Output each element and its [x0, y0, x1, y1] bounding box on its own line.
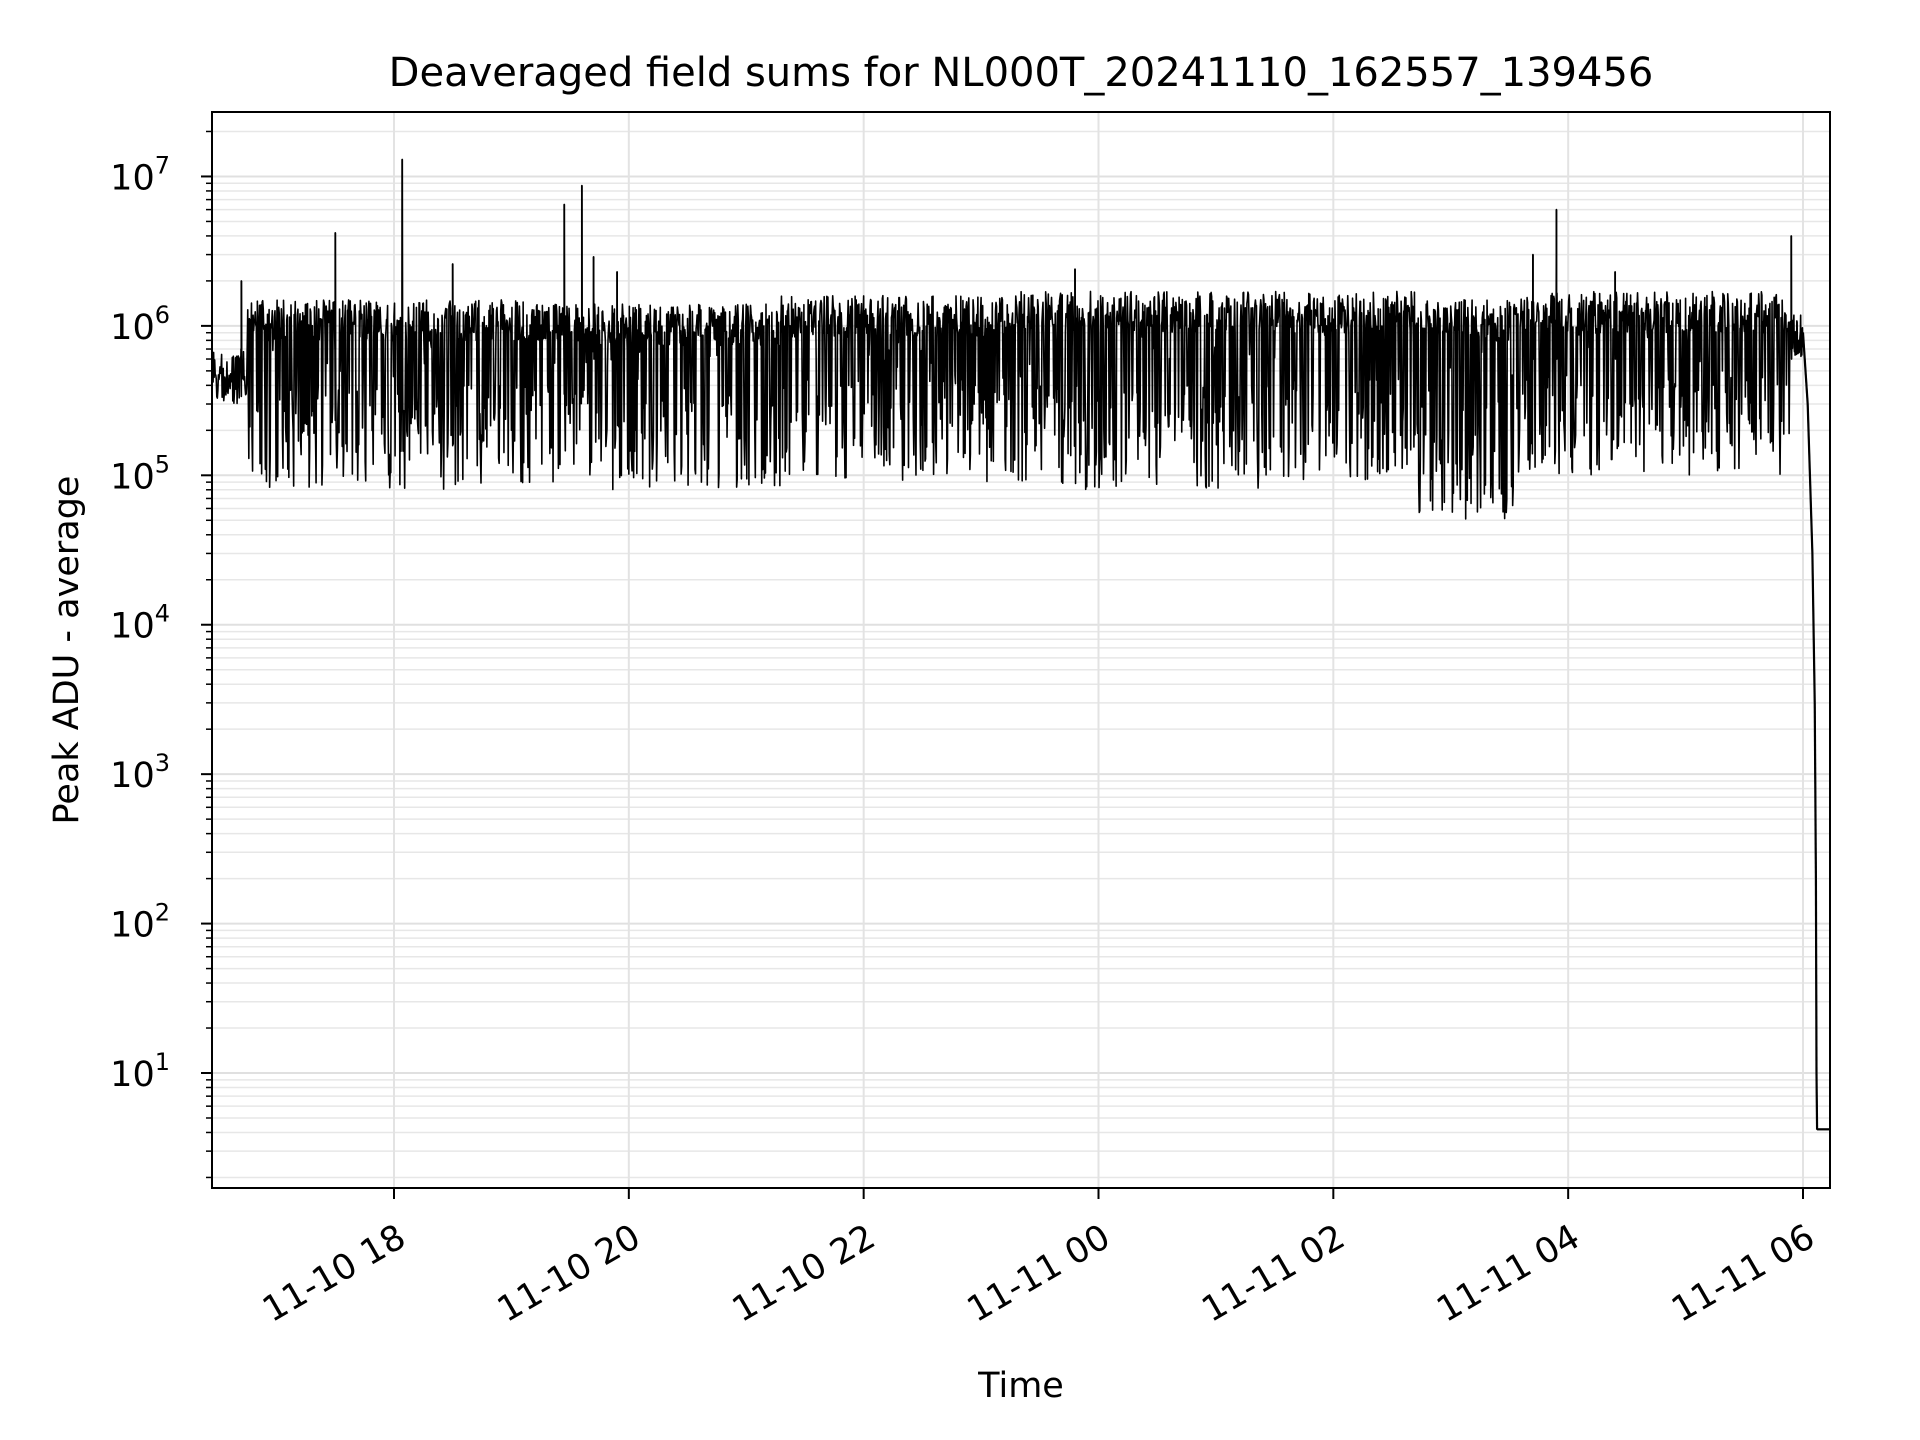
decay-segment	[1815, 1072, 1819, 1130]
y-tick-label: 101	[110, 1048, 170, 1095]
data-layer	[211, 158, 1830, 1131]
y-tick-exponent: 4	[155, 600, 170, 628]
y-tick-exponent: 1	[155, 1048, 170, 1076]
y-tick-exponent: 3	[155, 749, 170, 777]
decay-segment	[1801, 332, 1809, 405]
y-tick-label: 103	[110, 749, 170, 796]
y-axis-label: Peak ADU - average	[47, 476, 87, 825]
x-axis-label: Time	[977, 1366, 1064, 1406]
y-tick-base: 10	[110, 906, 155, 946]
decay-segment	[1813, 702, 1818, 879]
y-tick-exponent: 7	[155, 151, 170, 179]
y-tick-exponent: 5	[155, 450, 170, 478]
data-series-line	[211, 158, 1830, 1131]
y-tick-label: 104	[110, 600, 170, 647]
y-tick-exponent: 6	[155, 301, 170, 329]
plot-frame	[211, 111, 1831, 1189]
y-tick-exponent: 2	[155, 899, 170, 927]
y-tick-base: 10	[110, 1055, 155, 1095]
y-tick-label: 105	[110, 450, 170, 497]
y-tick-base: 10	[110, 158, 155, 198]
decay-segment	[1811, 553, 1816, 703]
decay-segment	[1806, 403, 1814, 554]
y-tick-base: 10	[110, 457, 155, 497]
y-tick-label: 107	[110, 151, 170, 198]
y-tick-base: 10	[110, 607, 155, 647]
decay-segment	[1814, 878, 1818, 1074]
y-tick-label: 106	[110, 301, 170, 348]
chart-title: Deaveraged field sums for NL000T_2024111…	[389, 50, 1654, 96]
y-tick-base: 10	[110, 308, 155, 348]
y-tick-base: 10	[110, 756, 155, 796]
y-tick-label: 102	[110, 899, 170, 946]
